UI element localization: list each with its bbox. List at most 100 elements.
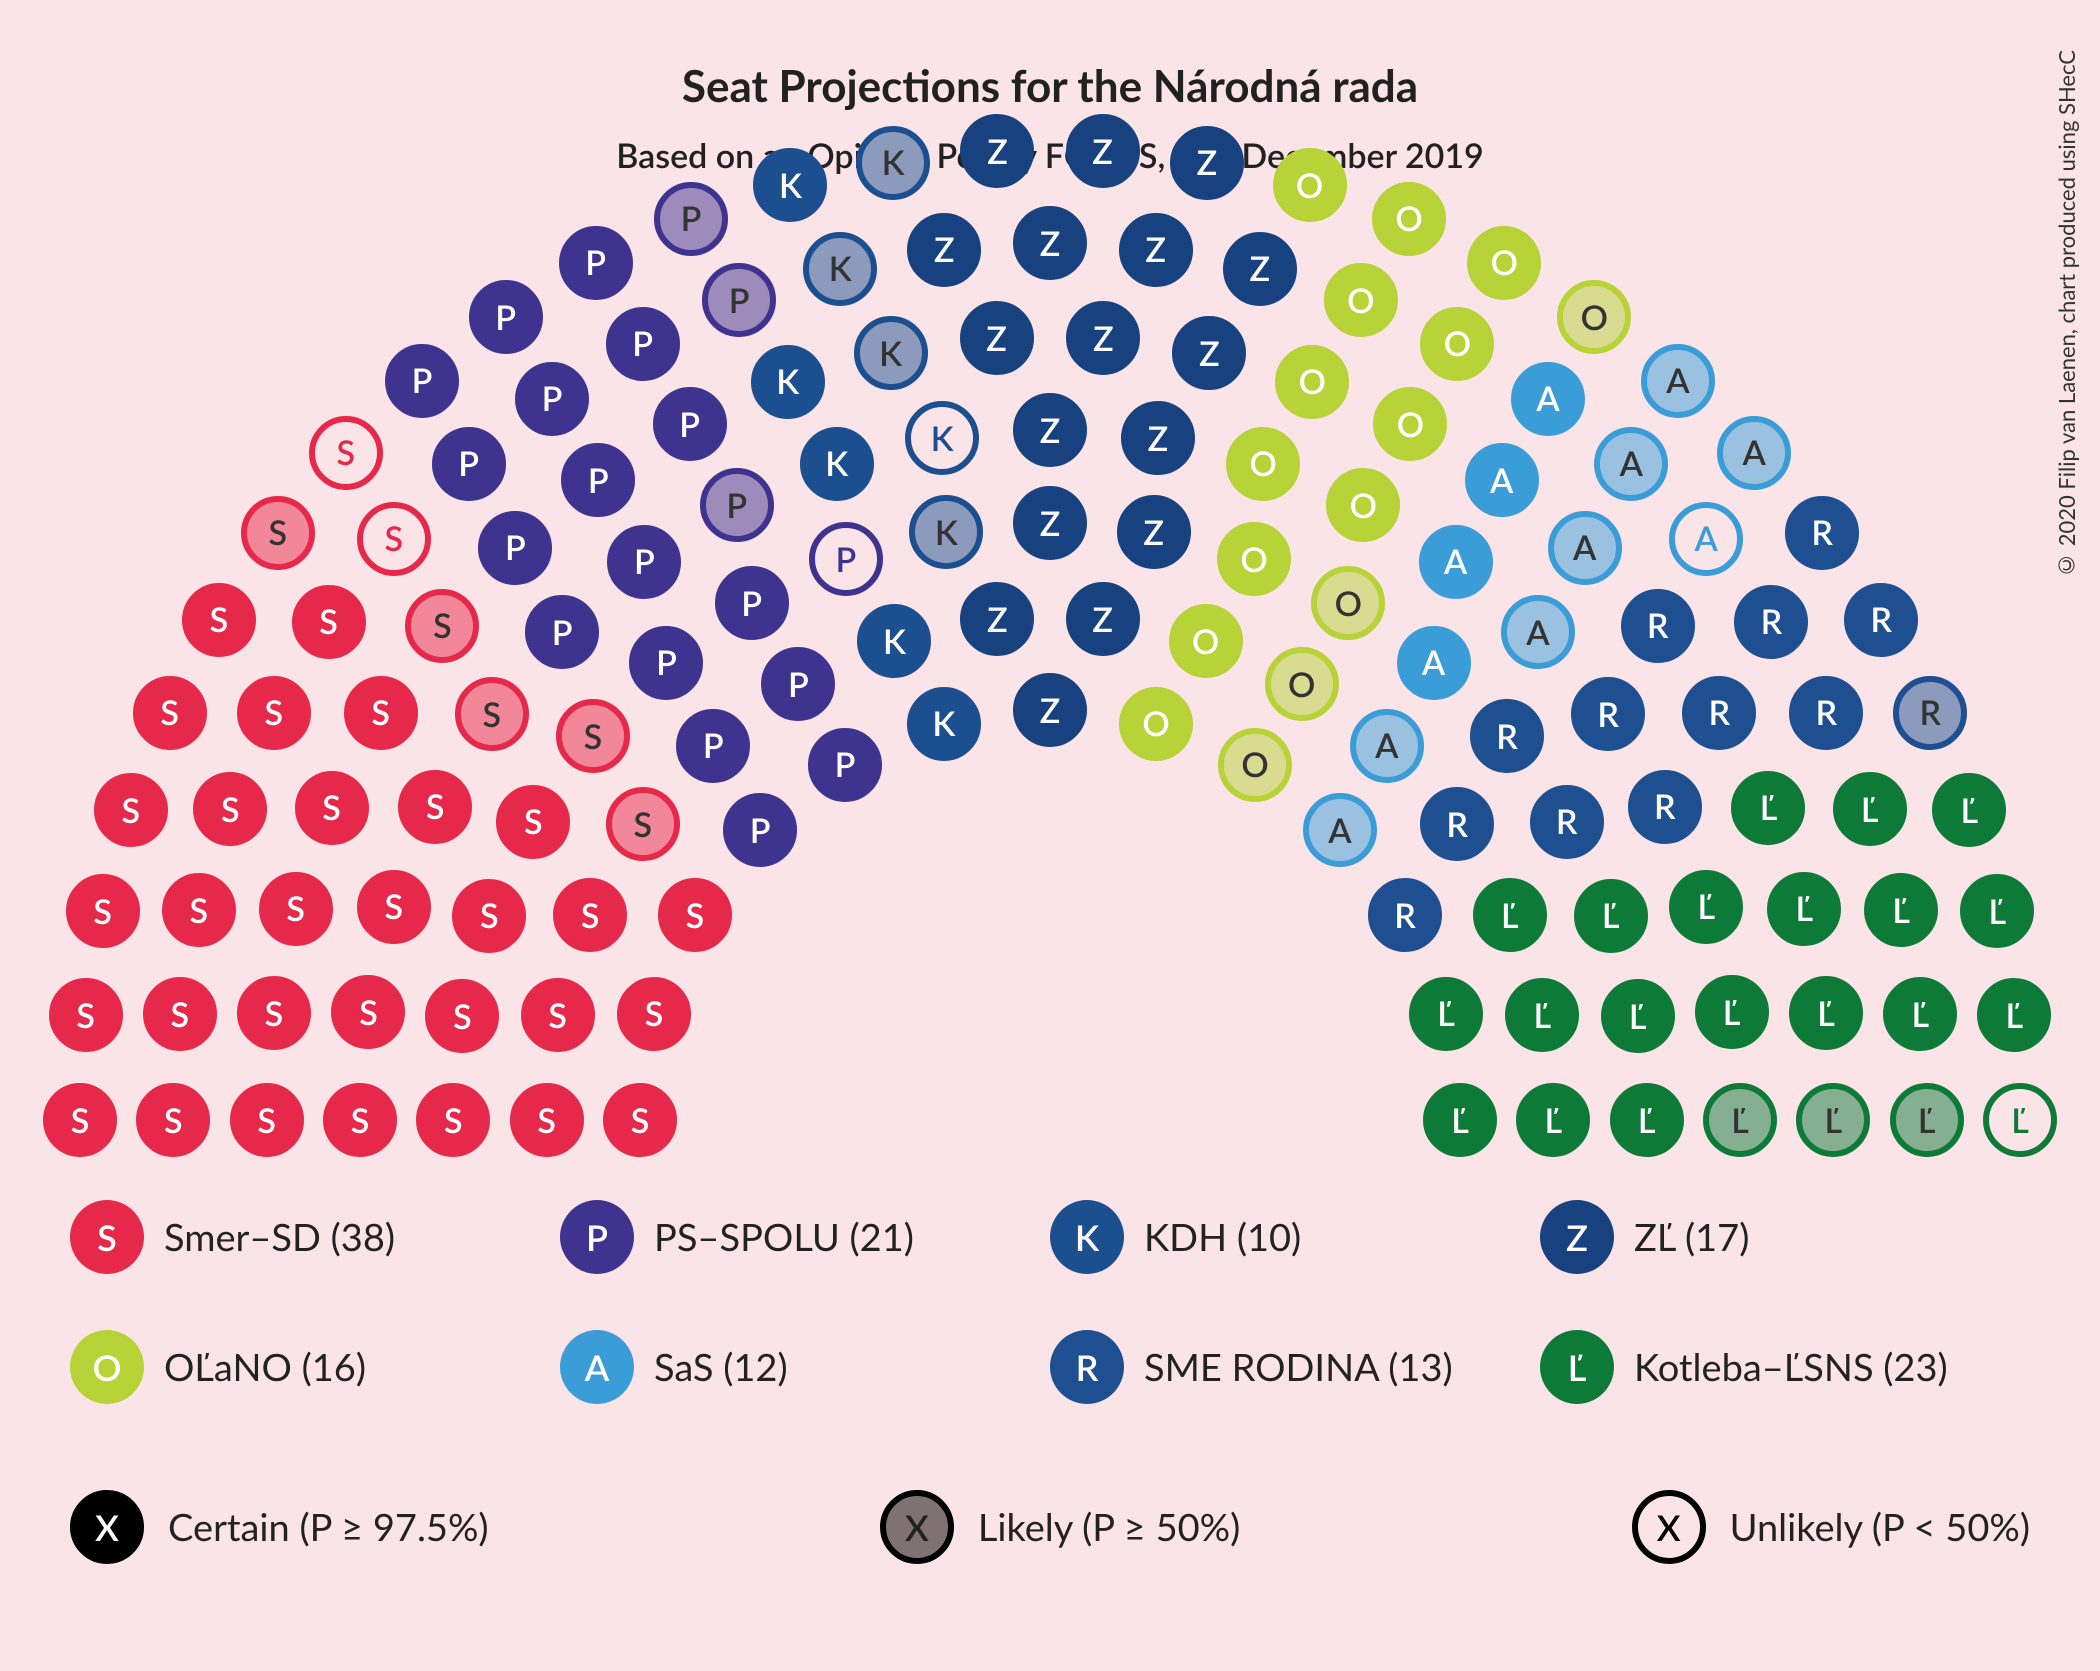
seat: Z xyxy=(907,213,981,287)
seat: S xyxy=(603,1083,677,1157)
seat: R xyxy=(1844,583,1918,657)
seat: S xyxy=(309,416,383,490)
seat: Z xyxy=(1121,401,1195,475)
seat: Ľ xyxy=(1409,977,1483,1051)
seat: K xyxy=(907,687,981,761)
seat: O xyxy=(1275,345,1349,419)
seat: R xyxy=(1530,785,1604,859)
seat: S xyxy=(510,1083,584,1157)
seat: S xyxy=(94,773,168,847)
seat: Z xyxy=(1013,393,1087,467)
seat: O xyxy=(1420,307,1494,381)
legend-label: SME RODINA (13) xyxy=(1144,1344,1453,1390)
seat: S xyxy=(133,676,207,750)
legend-swatch: O xyxy=(70,1330,144,1404)
seat: Z xyxy=(1066,301,1140,375)
seat: P xyxy=(478,511,552,585)
seat: Z xyxy=(1066,582,1140,656)
seat: P xyxy=(606,307,680,381)
seat: A xyxy=(1501,595,1575,669)
seat: P xyxy=(561,443,635,517)
seat: S xyxy=(496,785,570,859)
seat: O xyxy=(1119,687,1193,761)
seat: K xyxy=(857,604,931,678)
seat: R xyxy=(1734,585,1808,659)
certainty-legend: XCertain (P ≥ 97.5%)XLikely (P ≥ 50%)XUn… xyxy=(70,1490,2030,1564)
seat: A xyxy=(1465,443,1539,517)
seat: S xyxy=(357,502,431,576)
seat: P xyxy=(702,263,776,337)
seat: K xyxy=(905,401,979,475)
legend-label: Smer–SD (38) xyxy=(164,1214,395,1260)
seat: Ľ xyxy=(1703,1083,1777,1157)
seat: P xyxy=(653,387,727,461)
seat: P xyxy=(432,427,506,501)
seat: K xyxy=(800,427,874,501)
hemicycle-chart: SSSSSSSSSSSSSSSSSSSSSSSSSSSSSSSSSSSSSSPP… xyxy=(58,220,2042,1140)
seat: Ľ xyxy=(1423,1083,1497,1157)
seat: S xyxy=(416,1083,490,1157)
seat: S xyxy=(237,676,311,750)
seat: Ľ xyxy=(1864,873,1938,947)
legend-item: OOĽaNO (16) xyxy=(70,1330,366,1404)
seat: Ľ xyxy=(1796,1083,1870,1157)
seat: P xyxy=(469,280,543,354)
chart-subtitle: Based on an Opinion Poll by FOCUS, 2–9 D… xyxy=(0,135,2100,176)
seat: K xyxy=(753,148,827,222)
certainty-label: Unlikely (P < 50%) xyxy=(1730,1504,2030,1550)
seat: S xyxy=(143,977,217,1051)
seat: Ľ xyxy=(1601,979,1675,1053)
seat: Ľ xyxy=(1473,878,1547,952)
seat: A xyxy=(1717,416,1791,490)
seat: O xyxy=(1217,522,1291,596)
certainty-item: XCertain (P ≥ 97.5%) xyxy=(70,1490,489,1564)
seat: O xyxy=(1311,566,1385,640)
seat: Z xyxy=(1066,114,1140,188)
legend-swatch: P xyxy=(560,1200,634,1274)
seat: R xyxy=(1893,676,1967,750)
seat: P xyxy=(385,344,459,418)
seat: R xyxy=(1621,589,1695,663)
seat: S xyxy=(521,978,595,1052)
seat: P xyxy=(629,626,703,700)
seat: R xyxy=(1682,676,1756,750)
seat: R xyxy=(1628,770,1702,844)
seat: S xyxy=(425,979,499,1053)
seat: A xyxy=(1419,525,1493,599)
seat: Ľ xyxy=(1505,978,1579,1052)
legend-item: SSmer–SD (38) xyxy=(70,1200,395,1274)
seat: S xyxy=(344,676,418,750)
seat: Z xyxy=(960,582,1034,656)
legend-label: KDH (10) xyxy=(1144,1214,1301,1260)
certainty-label: Certain (P ≥ 97.5%) xyxy=(168,1504,489,1550)
seat: S xyxy=(331,975,405,1049)
certainty-swatch: X xyxy=(880,1490,954,1564)
seat: O xyxy=(1467,226,1541,300)
seat: S xyxy=(292,585,366,659)
seat: O xyxy=(1557,280,1631,354)
seat: O xyxy=(1372,182,1446,256)
seat: S xyxy=(617,977,691,1051)
seat: Ľ xyxy=(1977,978,2051,1052)
seat: A xyxy=(1350,709,1424,783)
seat: A xyxy=(1303,793,1377,867)
seat: S xyxy=(162,873,236,947)
seat: S xyxy=(66,874,140,948)
seat: P xyxy=(715,566,789,640)
seat: P xyxy=(654,182,728,256)
seat: K xyxy=(854,316,928,390)
seat: K xyxy=(856,126,930,200)
legend-swatch: A xyxy=(560,1330,634,1404)
legend-swatch: K xyxy=(1050,1200,1124,1274)
legend-item: ASaS (12) xyxy=(560,1330,788,1404)
seat: Z xyxy=(1119,213,1193,287)
seat: S xyxy=(357,870,431,944)
seat: A xyxy=(1669,502,1743,576)
certainty-swatch: X xyxy=(1632,1490,1706,1564)
seat: S xyxy=(405,589,479,663)
seat: Ľ xyxy=(1767,872,1841,946)
legend-swatch: Ľ xyxy=(1540,1330,1614,1404)
seat: Ľ xyxy=(1932,773,2006,847)
seat: S xyxy=(182,583,256,657)
legend-item: PPS–SPOLU (21) xyxy=(560,1200,914,1274)
